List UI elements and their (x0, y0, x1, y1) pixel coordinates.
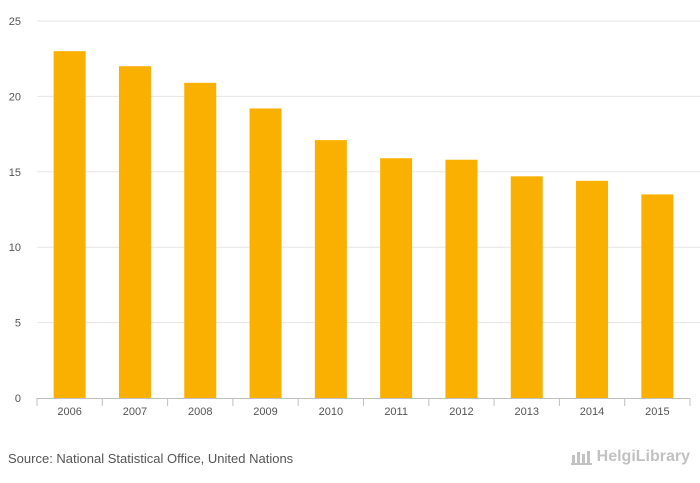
brand-name: HelgiLibrary (596, 448, 690, 465)
bar-2011[interactable] (380, 158, 413, 398)
y-tick-label: 15 (9, 167, 21, 179)
brand-logo[interactable]: HelgiLibrary (570, 448, 690, 466)
bar-2009[interactable] (249, 108, 282, 399)
x-tick-label: 2013 (515, 406, 539, 418)
bar-2010[interactable] (314, 140, 347, 398)
bar-2006[interactable] (53, 51, 86, 398)
bar-2013[interactable] (510, 176, 543, 398)
source-note: Source: National Statistical Office, Uni… (8, 451, 294, 466)
y-tick-label: 25 (9, 16, 21, 28)
bar-2012[interactable] (445, 159, 478, 398)
x-axis-ticks (36, 398, 691, 406)
bar-2007[interactable] (118, 66, 151, 399)
bar-2008[interactable] (184, 82, 217, 398)
x-axis-tick-labels: 2006 2007 2008 2009 2010 2011 2012 2013 2014 2015 (57, 406, 669, 418)
bar-2014[interactable] (576, 180, 609, 398)
x-tick-label: 2010 (319, 406, 343, 418)
x-tick-label: 2006 (57, 406, 81, 418)
x-tick-label: 2014 (580, 406, 604, 418)
x-tick-label: 2012 (449, 406, 473, 418)
x-tick-label: 2015 (645, 406, 669, 418)
y-tick-label: 10 (9, 242, 21, 254)
x-tick-label: 2008 (188, 406, 212, 418)
x-tick-label: 2011 (384, 406, 408, 418)
y-tick-label: 0 (15, 393, 21, 405)
y-axis-tick-labels: 0 5 10 15 20 25 (9, 16, 21, 405)
x-tick-label: 2007 (123, 406, 147, 418)
x-tick-label: 2009 (253, 406, 277, 418)
bar-2015[interactable] (641, 194, 674, 398)
library-icon (570, 451, 592, 465)
bars (53, 51, 674, 399)
y-tick-label: 20 (9, 91, 21, 103)
y-tick-label: 5 (15, 318, 21, 330)
